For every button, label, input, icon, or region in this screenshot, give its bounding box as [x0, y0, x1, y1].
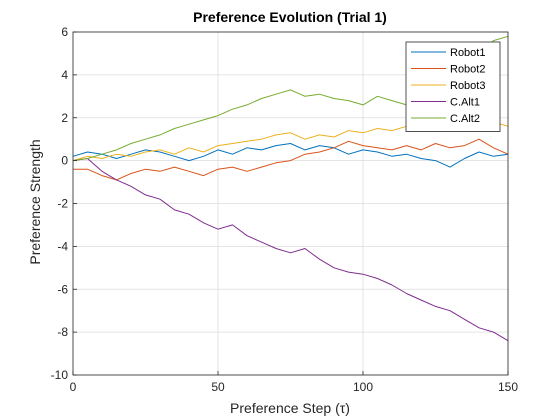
y-tick-label: -10 [51, 368, 69, 382]
x-tick-label: 0 [70, 380, 77, 394]
legend-box [405, 41, 501, 132]
y-tick-label: -4 [57, 239, 68, 253]
legend-label: Robot3 [450, 80, 485, 92]
x-axis-label: Preference Step (τ) [230, 400, 350, 416]
y-tick-label: 0 [61, 154, 68, 168]
x-tick-label: 50 [211, 380, 225, 394]
y-tick-label: 4 [61, 68, 68, 82]
legend-label: Robot2 [450, 64, 485, 76]
x-tick-label: 150 [498, 380, 518, 394]
legend-label: C.Alt1 [450, 97, 480, 109]
y-tick-label: -2 [57, 197, 68, 211]
y-axis-label: Preference Strength [27, 139, 43, 264]
y-tick-label: -6 [57, 282, 68, 296]
axis-ticks: 0 50 100 150 -10 -8 -6 -4 -2 0 2 4 6 [51, 25, 519, 394]
y-tick-label: 2 [61, 111, 68, 125]
y-tick-label: 6 [61, 25, 68, 39]
legend-label: C.Alt2 [450, 113, 480, 125]
legend-label: Robot1 [450, 47, 485, 59]
series-line-robot2 [73, 138, 509, 181]
y-tick-label: -8 [57, 325, 68, 339]
series-line-robot1 [72, 143, 509, 168]
x-tick-label: 100 [353, 380, 373, 394]
chart-title: Preference Evolution (Trial 1) [193, 9, 387, 25]
series-line-c-alt1 [72, 158, 509, 342]
legend: Robot1 Robot2 Robot3 C.Alt1 C.Alt2 [405, 41, 501, 132]
